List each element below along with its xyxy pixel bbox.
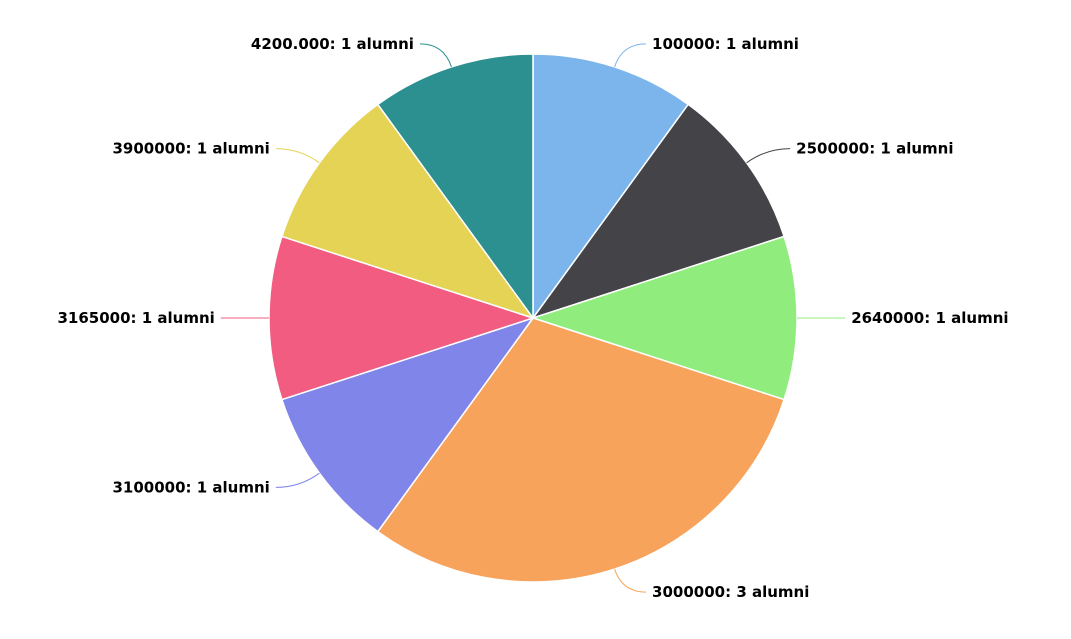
pie-slice-3900000[interactable] [281, 103, 534, 319]
data-label-2640000: 2640000: 1 alumni [851, 309, 1008, 327]
connector-3000000 [614, 568, 647, 593]
label-connectors [220, 43, 846, 593]
data-label-3900000: 3900000: 1 alumni [112, 140, 269, 158]
data-label-3000000: 3000000: 3 alumni [652, 583, 809, 601]
data-labels: 100000: 1 alumni 2500000: 1 alumni 2640000… [57, 35, 1008, 601]
data-label-4200-000: 4200.000: 1 alumni [251, 35, 414, 53]
data-label-3165000: 3165000: 1 alumni [57, 309, 214, 327]
pie-slice-3000000[interactable] [377, 317, 785, 583]
connector-4200-000 [419, 43, 452, 68]
pie-slice-4200-000[interactable] [377, 53, 534, 319]
data-label-2500000: 2500000: 1 alumni [796, 140, 953, 158]
pie-slice-100000[interactable] [532, 53, 689, 319]
data-label-3100000: 3100000: 1 alumni [112, 478, 269, 496]
pie-slice-2500000[interactable] [532, 103, 785, 319]
pie-slice-3165000[interactable] [268, 235, 534, 401]
data-label-100000: 100000: 1 alumni [652, 35, 799, 53]
connector-2500000 [746, 148, 791, 164]
pie-slice-2640000[interactable] [532, 235, 798, 401]
pie-slice-3100000[interactable] [281, 317, 534, 533]
pie-slices [268, 53, 798, 583]
connector-3100000 [275, 472, 320, 488]
connector-3900000 [275, 148, 320, 164]
connector-100000 [614, 43, 647, 68]
